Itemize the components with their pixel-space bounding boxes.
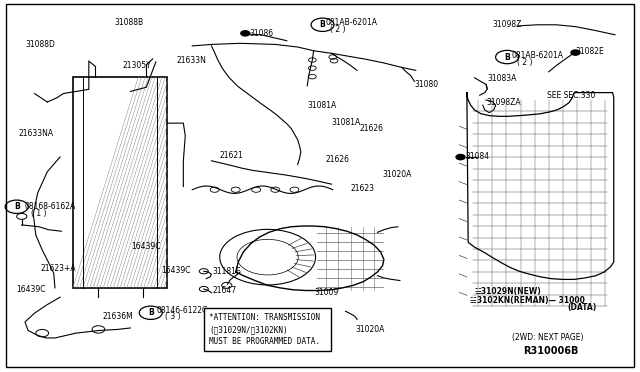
Circle shape [571, 50, 580, 55]
Bar [73, 77, 168, 288]
Text: 21623: 21623 [351, 185, 374, 193]
Text: 16439C: 16439C [132, 241, 161, 250]
Text: B: B [504, 52, 510, 61]
Text: ☱31029N(NEW): ☱31029N(NEW) [474, 287, 541, 296]
Text: 31088D: 31088D [25, 40, 55, 49]
Text: 21633NA: 21633NA [19, 129, 54, 138]
Text: 16439C: 16439C [162, 266, 191, 275]
Text: 31080: 31080 [415, 80, 438, 89]
Text: MUST BE PROGRAMMED DATA.: MUST BE PROGRAMMED DATA. [209, 337, 320, 346]
Text: 31081A: 31081A [332, 118, 361, 127]
Text: 31020A: 31020A [383, 170, 412, 179]
Text: 21621: 21621 [219, 151, 243, 160]
Text: SEE SEC.330: SEE SEC.330 [547, 91, 595, 100]
Text: B: B [319, 20, 325, 29]
Text: 31086: 31086 [250, 29, 274, 38]
Text: 08168-6162A: 08168-6162A [25, 202, 76, 211]
Text: R310006B: R310006B [523, 346, 579, 356]
Text: ☱3102KN(REMAN)— 31000: ☱3102KN(REMAN)— 31000 [470, 296, 585, 305]
Text: 21623+A: 21623+A [40, 264, 76, 273]
Text: 31181E: 31181E [212, 267, 241, 276]
Bar [204, 308, 332, 351]
Text: ( 3 ): ( 3 ) [166, 312, 181, 321]
Circle shape [456, 154, 465, 160]
Text: ( 2 ): ( 2 ) [330, 25, 345, 34]
Text: B: B [148, 308, 154, 317]
Text: B: B [14, 202, 20, 211]
Text: 21633N: 21633N [176, 56, 206, 65]
Text: (DATA): (DATA) [568, 303, 597, 312]
Text: 08146-6122G: 08146-6122G [157, 306, 209, 315]
Circle shape [241, 31, 250, 36]
Text: 31020A: 31020A [355, 325, 385, 334]
Text: ( 1 ): ( 1 ) [31, 209, 47, 218]
Text: 081AB-6201A: 081AB-6201A [325, 19, 377, 28]
Text: 21647: 21647 [212, 286, 237, 295]
Text: 31098Z: 31098Z [492, 20, 522, 29]
Text: (☱31029N/☱3102KN): (☱31029N/☱3102KN) [209, 325, 287, 334]
Text: *ATTENTION: TRANSMISSION: *ATTENTION: TRANSMISSION [209, 313, 320, 322]
Text: 31084: 31084 [466, 152, 490, 161]
Text: 31083A: 31083A [487, 74, 516, 83]
Text: 21305Y: 21305Y [122, 61, 151, 70]
Text: 081AB-6201A: 081AB-6201A [511, 51, 564, 60]
Text: 16439C: 16439C [17, 285, 46, 294]
Text: ( 2 ): ( 2 ) [516, 58, 532, 67]
Text: 31081A: 31081A [307, 101, 337, 110]
Text: (2WD: NEXT PAGE): (2WD: NEXT PAGE) [511, 333, 583, 342]
Text: 31009: 31009 [315, 288, 339, 297]
Text: 21626: 21626 [325, 155, 349, 164]
Text: 31088B: 31088B [115, 19, 143, 28]
Text: 31098ZA: 31098ZA [486, 98, 521, 107]
Text: 21626: 21626 [360, 124, 383, 133]
Text: 21636M: 21636M [103, 312, 134, 321]
Text: 31082E: 31082E [575, 47, 604, 56]
